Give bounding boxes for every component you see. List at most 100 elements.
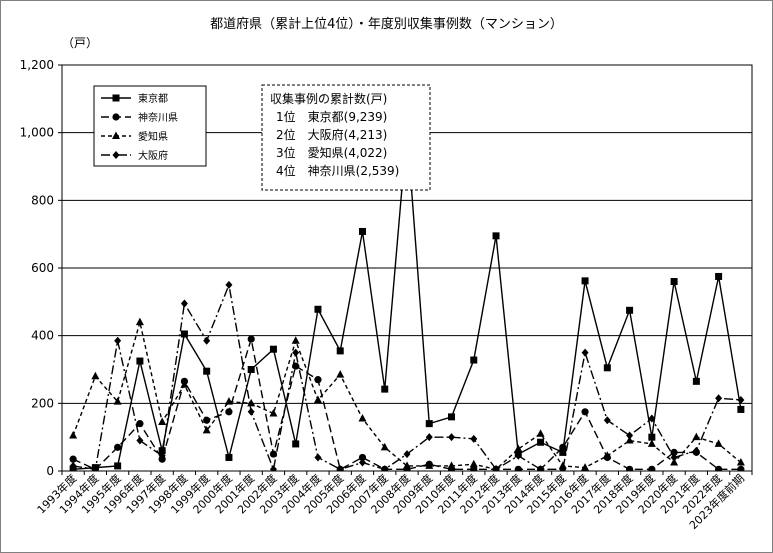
data-point bbox=[714, 439, 723, 447]
data-point bbox=[603, 364, 611, 372]
data-point bbox=[358, 227, 366, 235]
legend-label: 愛知県 bbox=[138, 130, 168, 143]
data-point bbox=[114, 462, 122, 470]
data-point bbox=[648, 433, 656, 441]
data-point bbox=[314, 376, 322, 384]
data-point bbox=[448, 413, 456, 421]
data-point bbox=[269, 408, 278, 417]
legend-label: 神奈川県 bbox=[138, 111, 178, 124]
data-point bbox=[114, 443, 122, 451]
data-point bbox=[537, 465, 545, 471]
data-point bbox=[203, 336, 211, 345]
data-point bbox=[381, 465, 389, 471]
data-point bbox=[559, 443, 567, 451]
y-tick-label: 1,200 bbox=[20, 58, 54, 72]
series-3 bbox=[69, 317, 745, 471]
data-point bbox=[358, 458, 366, 467]
data-point bbox=[581, 348, 589, 357]
data-point bbox=[715, 465, 723, 471]
data-point bbox=[692, 377, 700, 385]
data-point bbox=[91, 465, 99, 471]
data-point bbox=[314, 453, 322, 462]
data-point bbox=[225, 280, 233, 289]
legend-marker bbox=[112, 131, 120, 139]
data-point bbox=[114, 336, 122, 345]
data-point bbox=[225, 408, 233, 416]
data-point bbox=[225, 453, 233, 461]
y-tick-label: 600 bbox=[31, 261, 54, 275]
data-point bbox=[180, 330, 188, 338]
data-point bbox=[648, 414, 656, 423]
data-point bbox=[558, 461, 567, 469]
data-point bbox=[403, 450, 411, 459]
chart-title: 都道府県（累計上位4位）・年度別収集事例数（マンション） bbox=[210, 17, 563, 32]
data-point bbox=[158, 447, 166, 455]
data-point bbox=[603, 416, 611, 425]
data-point bbox=[715, 272, 723, 280]
data-point bbox=[269, 450, 278, 458]
y-tick-label: 400 bbox=[31, 329, 54, 343]
data-point bbox=[648, 465, 656, 471]
data-point bbox=[626, 431, 634, 440]
data-point bbox=[425, 433, 433, 442]
data-point bbox=[692, 446, 700, 455]
data-point bbox=[69, 455, 77, 463]
data-point bbox=[625, 465, 634, 471]
data-point bbox=[448, 433, 456, 442]
data-point bbox=[336, 465, 344, 471]
data-point bbox=[380, 442, 389, 451]
data-point bbox=[692, 432, 701, 441]
data-point bbox=[492, 465, 500, 471]
data-point bbox=[581, 408, 589, 416]
data-point bbox=[91, 371, 100, 380]
y-axis-unit-label: （戸） bbox=[62, 36, 99, 50]
data-point bbox=[136, 420, 144, 428]
data-point bbox=[514, 465, 522, 471]
data-point bbox=[269, 345, 277, 353]
data-point bbox=[136, 357, 144, 365]
data-point bbox=[224, 397, 233, 405]
data-point bbox=[559, 448, 567, 456]
data-point bbox=[180, 299, 188, 308]
data-point bbox=[336, 370, 345, 378]
series-4 bbox=[69, 280, 745, 471]
data-point bbox=[203, 416, 211, 424]
data-point bbox=[670, 458, 679, 466]
data-point bbox=[647, 439, 656, 447]
data-point bbox=[670, 278, 678, 286]
legend-marker bbox=[112, 94, 120, 102]
annotation-line: 1位 東京都(9,239) bbox=[276, 109, 387, 124]
data-point bbox=[314, 305, 322, 313]
data-point bbox=[358, 414, 367, 422]
data-point bbox=[247, 335, 255, 343]
data-point bbox=[136, 436, 144, 445]
data-point bbox=[403, 461, 411, 469]
data-point bbox=[69, 461, 77, 470]
data-point bbox=[469, 459, 478, 468]
data-point bbox=[514, 444, 523, 453]
data-point bbox=[292, 348, 300, 357]
data-point bbox=[715, 394, 723, 403]
data-point bbox=[470, 356, 478, 364]
data-point bbox=[737, 405, 745, 413]
annotation-line: 2位 大阪府(4,213) bbox=[276, 127, 387, 142]
data-point bbox=[292, 440, 300, 448]
data-point bbox=[670, 453, 678, 462]
data-point bbox=[247, 366, 255, 373]
data-point bbox=[113, 397, 122, 405]
data-point bbox=[492, 232, 500, 240]
data-point bbox=[425, 461, 434, 469]
y-tick-label: 0 bbox=[46, 464, 54, 478]
data-point bbox=[336, 347, 344, 355]
legend-label: 大阪府 bbox=[138, 149, 168, 162]
data-point bbox=[247, 398, 256, 407]
y-tick-label: 1,000 bbox=[20, 126, 54, 140]
legend-label: 東京都 bbox=[138, 92, 168, 105]
data-point bbox=[313, 395, 322, 403]
data-point bbox=[203, 367, 211, 375]
annotation-box bbox=[261, 84, 431, 191]
data-point bbox=[626, 306, 634, 314]
data-point bbox=[736, 458, 745, 466]
data-point bbox=[381, 385, 389, 393]
